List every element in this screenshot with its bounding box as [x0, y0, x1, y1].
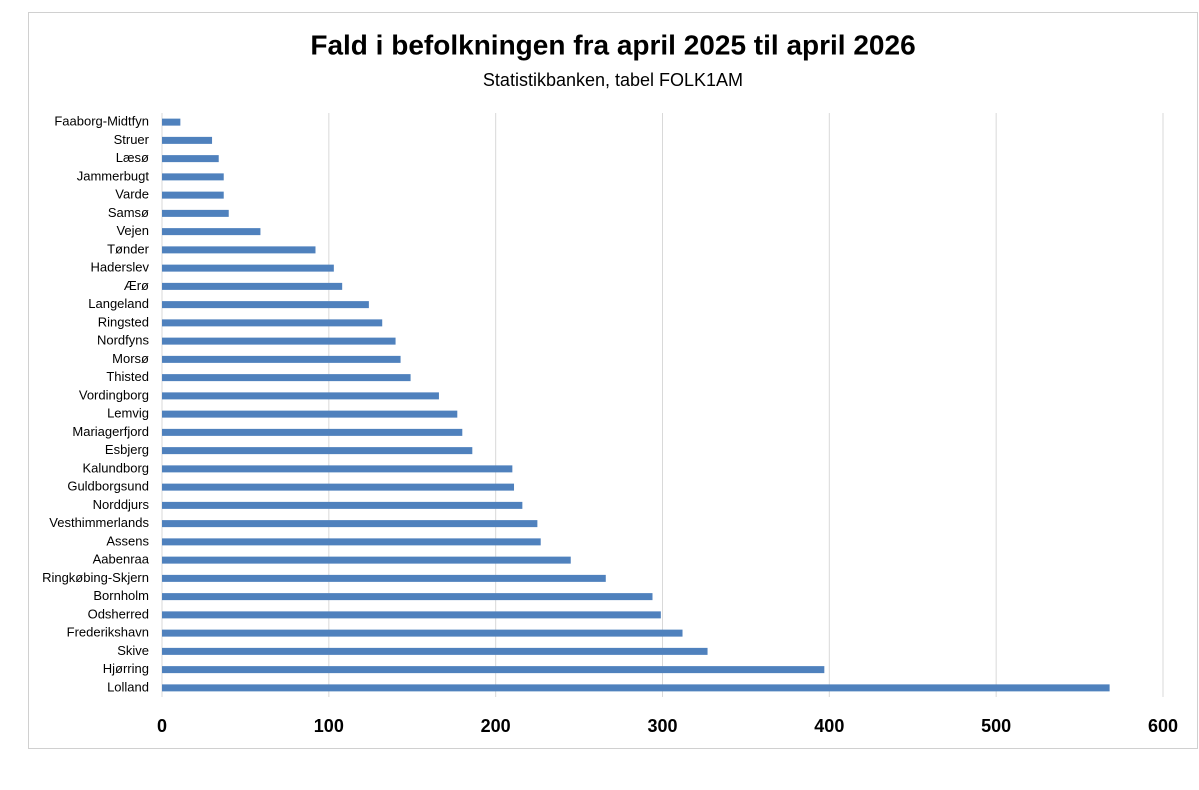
y-tick-label: Hjørring [103, 661, 149, 676]
y-tick-label: Struer [114, 132, 150, 147]
y-tick-label: Thisted [106, 369, 149, 384]
bar [162, 173, 224, 181]
y-tick-label: Norddjurs [93, 497, 150, 512]
bar [162, 556, 571, 564]
bar [162, 374, 411, 382]
bar [162, 629, 683, 637]
bar [162, 228, 261, 236]
bar [162, 118, 181, 126]
chart-title: Fald i befolkningen fra april 2025 til a… [310, 29, 915, 60]
bar [162, 155, 219, 163]
bar [162, 483, 515, 491]
y-tick-label: Vordingborg [79, 387, 149, 402]
y-tick-label: Nordfyns [97, 333, 150, 348]
bar [162, 337, 396, 345]
y-tick-label: Lemvig [107, 406, 149, 421]
bar [162, 246, 316, 254]
y-tick-label: Ringsted [98, 314, 149, 329]
y-tick-label: Bornholm [93, 588, 149, 603]
y-tick-label: Læsø [116, 150, 149, 165]
y-tick-label: Assens [106, 533, 149, 548]
y-tick-label: Ærø [124, 278, 149, 293]
bar [162, 520, 538, 528]
y-tick-label: Varde [115, 187, 149, 202]
chart-subtitle: Statistikbanken, tabel FOLK1AM [483, 70, 743, 90]
bar [162, 611, 661, 619]
x-tick-label: 200 [481, 716, 511, 736]
y-tick-label: Haderslev [90, 260, 149, 275]
x-tick-label: 600 [1148, 716, 1178, 736]
bar [162, 647, 708, 655]
y-tick-label: Aabenraa [93, 552, 150, 567]
y-tick-label: Vejen [116, 223, 149, 238]
y-tick-label: Lolland [107, 679, 149, 694]
y-tick-label: Samsø [108, 205, 149, 220]
y-tick-label: Frederikshavn [67, 625, 149, 640]
y-tick-label: Skive [117, 643, 149, 658]
y-tick-label: Vesthimmerlands [49, 515, 149, 530]
y-tick-label: Jammerbugt [77, 168, 150, 183]
y-tick-label: Odsherred [88, 606, 149, 621]
y-tick-label: Faaborg-Midtfyn [54, 114, 149, 129]
bar [162, 355, 401, 363]
y-tick-label: Ringkøbing-Skjern [42, 570, 149, 585]
bar [162, 501, 523, 509]
bar [162, 282, 343, 290]
bar [162, 465, 513, 473]
bar [162, 593, 653, 601]
bar [162, 538, 541, 546]
y-tick-label: Morsø [112, 351, 149, 366]
bar [162, 666, 825, 674]
x-tick-label: 100 [314, 716, 344, 736]
y-tick-label: Guldborgsund [67, 479, 149, 494]
x-tick-label: 400 [814, 716, 844, 736]
bar [162, 319, 383, 327]
bar [162, 301, 369, 309]
x-tick-label: 300 [647, 716, 677, 736]
bar [162, 428, 463, 436]
bar [162, 392, 439, 400]
bar [162, 191, 224, 199]
bar [162, 410, 458, 418]
x-tick-label: 0 [157, 716, 167, 736]
y-tick-label: Kalundborg [83, 460, 150, 475]
bar [162, 264, 334, 272]
y-tick-label: Esbjerg [105, 442, 149, 457]
bar [162, 209, 229, 217]
y-tick-label: Mariagerfjord [72, 424, 149, 439]
bar [162, 136, 213, 144]
bar [162, 574, 606, 582]
x-tick-label: 500 [981, 716, 1011, 736]
y-tick-label: Tønder [107, 241, 150, 256]
bar [162, 684, 1110, 692]
bar [162, 447, 473, 455]
y-tick-label: Langeland [88, 296, 149, 311]
